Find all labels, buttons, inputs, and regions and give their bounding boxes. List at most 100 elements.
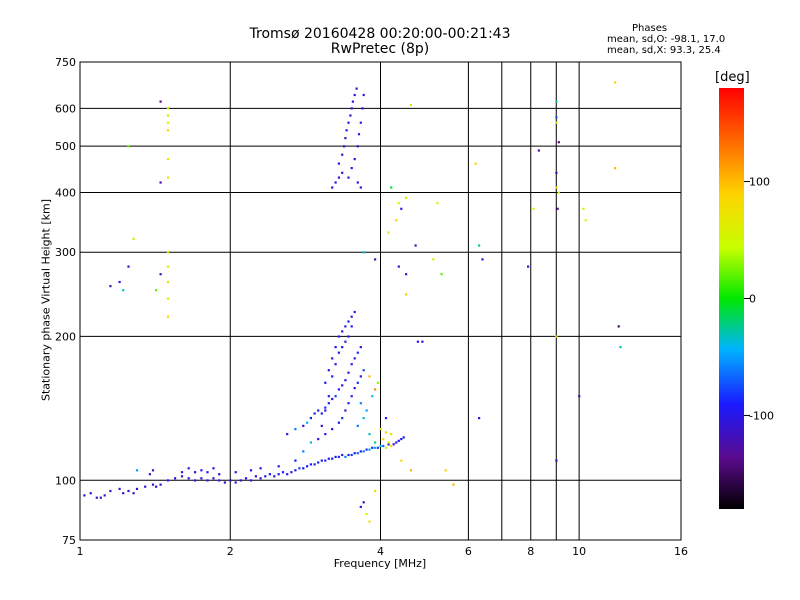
data-point — [400, 459, 403, 462]
data-point — [384, 417, 388, 420]
data-point — [309, 417, 312, 420]
data-point — [127, 145, 130, 148]
data-point — [268, 473, 271, 476]
x-tick-label: 6 — [465, 545, 472, 558]
colorbar-tick-label: 100 — [749, 176, 770, 189]
data-point — [259, 467, 262, 470]
x-tick-label: 2 — [227, 545, 234, 558]
data-point — [344, 325, 347, 328]
data-point — [395, 219, 398, 222]
phase-x-stats: mean, sd,X: 93.3, 25.4 — [607, 45, 721, 56]
data-point — [555, 171, 558, 174]
data-point — [379, 444, 382, 448]
data-point — [95, 496, 98, 499]
data-point — [118, 487, 121, 490]
data-point — [331, 397, 334, 401]
data-point — [361, 107, 364, 110]
data-point — [273, 475, 276, 478]
x-tick-label: 10 — [572, 545, 586, 558]
data-point — [298, 467, 301, 470]
data-point — [400, 438, 403, 441]
data-point — [327, 402, 330, 405]
data-point — [409, 103, 412, 107]
x-tick-label: 8 — [527, 545, 534, 558]
data-point — [264, 475, 267, 478]
data-point — [387, 231, 390, 234]
data-point — [347, 371, 350, 374]
data-point — [166, 280, 170, 284]
axis-ticks: 1 2 4 6 8 10 16 75 100 200 300 400 500 600 750 — [55, 56, 688, 558]
data-point — [159, 273, 162, 276]
data-point — [356, 381, 359, 384]
data-point — [350, 315, 353, 318]
data-point — [416, 340, 419, 343]
data-point — [409, 469, 412, 472]
data-point — [387, 441, 390, 444]
y-tick-label: 200 — [55, 330, 76, 343]
data-point — [351, 100, 354, 103]
x-tick-label: 4 — [377, 545, 384, 558]
data-point — [405, 273, 408, 276]
data-point — [557, 191, 560, 194]
data-point — [313, 463, 316, 466]
data-point — [444, 469, 447, 472]
data-point — [359, 505, 362, 508]
data-point — [337, 388, 340, 391]
data-point — [166, 121, 170, 124]
data-point — [174, 477, 177, 480]
data-point — [344, 409, 347, 412]
data-point — [254, 475, 257, 478]
data-point — [309, 441, 312, 444]
data-point — [331, 186, 334, 189]
data-point — [368, 433, 371, 436]
data-point — [532, 207, 535, 210]
x-axis-label: Frequency [MHz] — [333, 557, 427, 570]
data-point — [324, 409, 327, 412]
data-point — [368, 520, 371, 523]
data-point — [331, 375, 334, 378]
data-point — [362, 251, 365, 254]
data-point — [229, 479, 232, 482]
data-point — [99, 496, 102, 499]
data-point — [371, 446, 374, 449]
data-point — [374, 388, 377, 391]
data-point — [555, 116, 558, 119]
data-point — [537, 149, 540, 152]
data-point — [135, 469, 139, 472]
data-point — [218, 479, 221, 482]
y-tick-label: 500 — [55, 140, 76, 153]
data-point — [400, 207, 403, 210]
data-point — [397, 439, 400, 442]
data-point — [234, 471, 237, 474]
data-point — [331, 357, 334, 360]
data-point — [109, 285, 112, 288]
data-point — [334, 363, 337, 366]
data-points — [83, 81, 622, 523]
data-point — [362, 501, 365, 504]
data-point — [320, 412, 323, 415]
data-point — [365, 409, 368, 412]
data-point — [122, 492, 125, 495]
data-point — [392, 443, 395, 446]
data-point — [334, 395, 337, 398]
data-point — [89, 492, 92, 495]
colorbar-tick-label: -100 — [749, 409, 774, 422]
data-point — [249, 479, 253, 482]
data-point — [132, 237, 135, 240]
data-point — [347, 121, 350, 124]
data-point — [347, 335, 350, 338]
data-point — [341, 153, 344, 156]
data-point — [356, 351, 359, 354]
data-point — [166, 114, 170, 117]
data-point — [371, 395, 374, 398]
data-point — [619, 346, 622, 349]
data-point — [478, 417, 481, 420]
data-point — [390, 444, 393, 448]
data-point — [374, 441, 377, 444]
data-point — [159, 100, 162, 103]
data-point — [331, 428, 334, 431]
chart-title: Tromsø 20160428 00:20:00-00:21:43 — [249, 26, 511, 42]
data-point — [159, 483, 162, 486]
data-point — [555, 100, 558, 103]
data-point — [324, 406, 327, 409]
